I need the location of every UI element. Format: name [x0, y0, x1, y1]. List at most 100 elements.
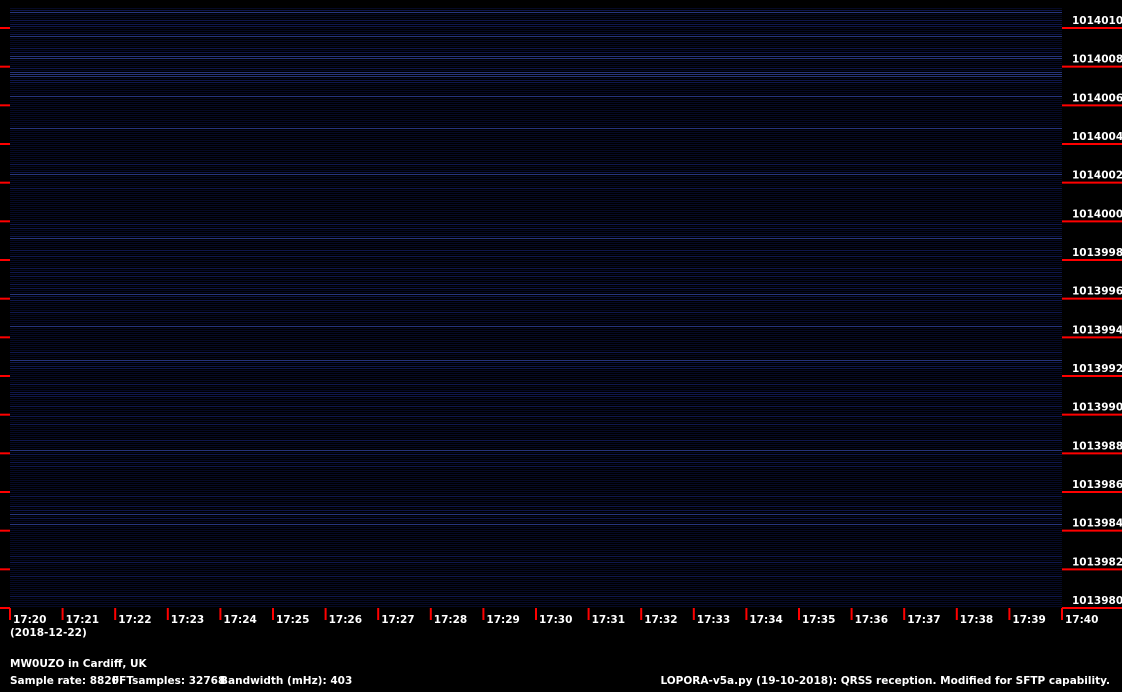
noise-row — [10, 430, 1062, 431]
noise-row — [10, 166, 1062, 167]
noise-row — [10, 374, 1062, 375]
noise-row — [10, 62, 1062, 63]
noise-row — [10, 186, 1062, 187]
noise-row — [10, 508, 1062, 509]
noise-row — [10, 224, 1062, 225]
noise-row — [10, 52, 1062, 53]
noise-row — [10, 278, 1062, 279]
x-tick-label: 17:25 — [276, 614, 309, 626]
x-tick-label: 17:38 — [960, 614, 993, 626]
noise-row — [10, 46, 1062, 47]
noise-row — [10, 500, 1062, 501]
noise-row — [10, 150, 1062, 151]
noise-row — [10, 234, 1062, 235]
noise-row — [10, 8, 1062, 9]
noise-row — [10, 48, 1062, 49]
noise-row — [10, 506, 1062, 507]
noise-row — [10, 176, 1062, 177]
noise-row — [10, 372, 1062, 373]
noise-row — [10, 596, 1062, 597]
noise-row — [10, 320, 1062, 321]
noise-row — [10, 480, 1062, 481]
noise-row — [10, 230, 1062, 231]
noise-row — [10, 134, 1062, 135]
noise-row — [10, 368, 1062, 369]
noise-row — [10, 12, 1062, 13]
noise-row — [10, 462, 1062, 463]
noise-row — [10, 354, 1062, 355]
noise-row — [10, 482, 1062, 483]
noise-row — [10, 562, 1062, 563]
noise-row — [10, 126, 1062, 127]
noise-row — [10, 518, 1062, 519]
noise-row — [10, 20, 1062, 21]
noise-row — [10, 74, 1062, 75]
noise-row — [10, 260, 1062, 261]
noise-row — [10, 70, 1062, 71]
noise-row — [10, 404, 1062, 405]
noise-row — [10, 174, 1062, 175]
noise-row — [10, 382, 1062, 383]
noise-row — [10, 188, 1062, 189]
noise-row — [10, 120, 1062, 121]
x-tick-label: 17:28 — [434, 614, 467, 626]
station-label: MW0UZO in Cardiff, UK — [10, 658, 148, 670]
y-tick-label: 10140060 — [1072, 92, 1122, 104]
noise-row — [10, 322, 1062, 323]
noise-row — [10, 408, 1062, 409]
noise-row — [10, 378, 1062, 379]
noise-row — [10, 598, 1062, 599]
noise-row — [10, 84, 1062, 85]
noise-row — [10, 576, 1062, 577]
noise-row — [10, 592, 1062, 593]
x-tick-label: 17:27 — [381, 614, 414, 626]
noise-row — [10, 328, 1062, 329]
y-tick-label: 10140000 — [1072, 208, 1122, 220]
noise-row — [10, 448, 1062, 449]
noise-row — [10, 248, 1062, 249]
y-tick-label: 10140020 — [1072, 170, 1122, 182]
software-label: LOPORA-v5a.py (19-10-2018): QRSS recepti… — [660, 675, 1110, 687]
x-tick-label: 17:22 — [118, 614, 151, 626]
noise-row — [10, 100, 1062, 101]
noise-row — [10, 412, 1062, 413]
noise-row — [10, 422, 1062, 423]
noise-row — [10, 474, 1062, 475]
noise-row — [10, 492, 1062, 493]
noise-row — [10, 198, 1062, 199]
noise-row — [10, 194, 1062, 195]
noise-row — [10, 68, 1062, 69]
noise-row — [10, 582, 1062, 583]
noise-row — [10, 294, 1062, 295]
x-tick-label: 17:30 — [539, 614, 572, 626]
noise-row — [10, 424, 1062, 425]
noise-row — [10, 288, 1062, 289]
noise-row — [10, 386, 1062, 387]
y-tick-label: 10139920 — [1072, 363, 1122, 375]
noise-row — [10, 98, 1062, 99]
y-tick-label: 10139960 — [1072, 286, 1122, 298]
noise-row — [10, 570, 1062, 571]
noise-row — [10, 384, 1062, 385]
noise-row — [10, 26, 1062, 27]
noise-row — [10, 128, 1062, 129]
noise-row — [10, 314, 1062, 315]
noise-row — [10, 416, 1062, 417]
noise-row — [10, 206, 1062, 207]
noise-row — [10, 282, 1062, 283]
noise-row — [10, 296, 1062, 297]
noise-row — [10, 364, 1062, 365]
noise-row — [10, 266, 1062, 267]
x-tick-label: 17:24 — [223, 614, 256, 626]
noise-row — [10, 264, 1062, 265]
noise-row — [10, 202, 1062, 203]
noise-row — [10, 512, 1062, 513]
noise-row — [10, 510, 1062, 511]
y-tick-label: 10139980 — [1072, 247, 1122, 259]
y-tick-label: 10140040 — [1072, 131, 1122, 143]
noise-row — [10, 420, 1062, 421]
noise-row — [10, 232, 1062, 233]
noise-row — [10, 302, 1062, 303]
x-tick-label: 17:26 — [329, 614, 362, 626]
noise-row — [10, 550, 1062, 551]
